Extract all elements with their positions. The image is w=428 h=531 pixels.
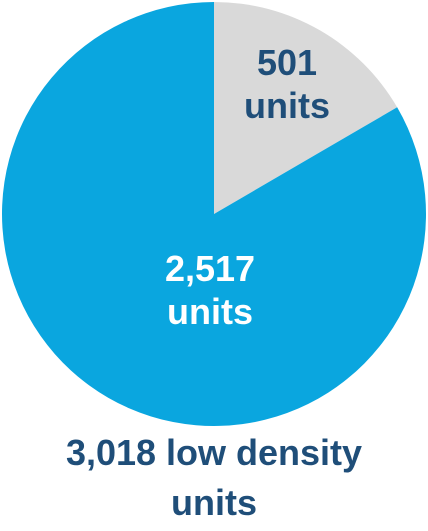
pie-slice bbox=[214, 2, 398, 214]
pie-slice bbox=[1, 2, 426, 427]
pie bbox=[1, 2, 426, 427]
slice-label: 501 units bbox=[244, 42, 330, 126]
chart-title: 3,018 low density units bbox=[65, 432, 363, 523]
slice-label: 2,517 units bbox=[164, 248, 256, 332]
